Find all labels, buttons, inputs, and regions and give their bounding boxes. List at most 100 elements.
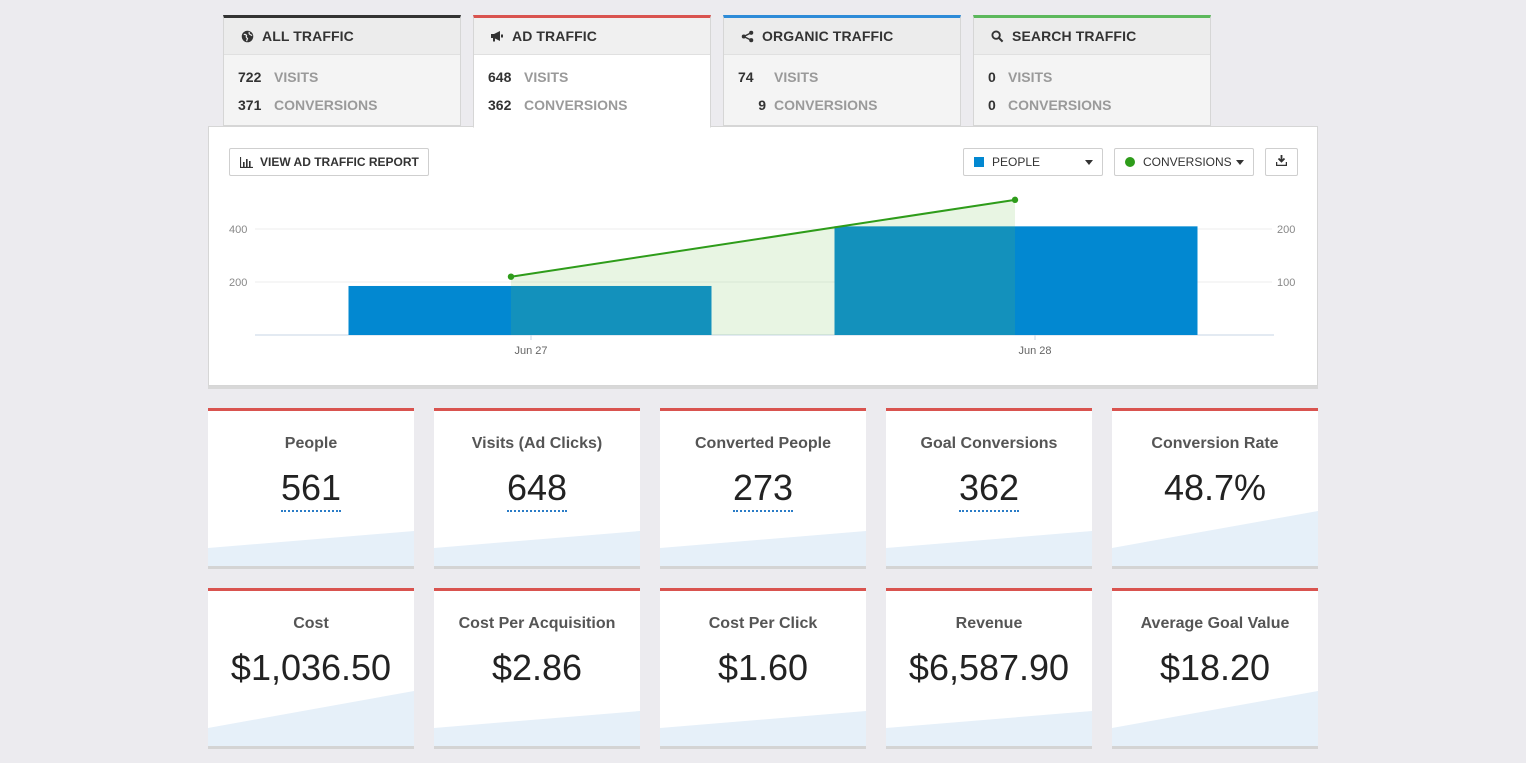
sparkline-area — [1112, 691, 1318, 746]
kpi-value: 648 — [434, 467, 640, 512]
report-button-label: VIEW AD TRAFFIC REPORT — [260, 155, 419, 169]
visits-count: 0 — [988, 69, 996, 85]
sparkline-area — [208, 691, 414, 746]
kpi-title: Conversion Rate — [1151, 435, 1279, 452]
bar-chart-icon — [240, 156, 253, 168]
share-icon — [738, 30, 756, 43]
download-icon — [1275, 155, 1288, 169]
conversions-metric-select[interactable]: CONVERSIONS — [1114, 148, 1254, 176]
megaphone-icon — [488, 30, 506, 42]
y-left-tick-label: 400 — [229, 224, 247, 236]
kpi-title: Cost Per Acquisition — [458, 615, 616, 632]
kpi-title: Converted People — [694, 435, 832, 452]
kpi-value: $6,587.90 — [886, 647, 1092, 689]
tab-ad-traffic[interactable]: AD TRAFFIC 648 VISITS 362 CONVERSIONS — [473, 15, 711, 128]
kpi-card[interactable]: Cost Per Acquisition $2.86 — [434, 588, 640, 746]
kpi-card[interactable]: Cost Per Click $1.60 — [660, 588, 866, 746]
conversions-label: CONVERSIONS — [1008, 97, 1112, 113]
kpi-title: Goal Conversions — [920, 435, 1058, 452]
kpi-card[interactable]: Cost $1,036.50 — [208, 588, 414, 746]
kpi-value-text: $1.60 — [717, 647, 809, 688]
people-bar — [348, 285, 712, 335]
chart-panel: VIEW AD TRAFFIC REPORT PEOPLE CONVERSION… — [208, 126, 1318, 386]
search-icon — [988, 29, 1006, 43]
kpi-card[interactable]: Conversion Rate 48.7% — [1112, 408, 1318, 566]
tab-label: ALL TRAFFIC — [262, 28, 354, 44]
visits-label: VISITS — [774, 69, 819, 85]
sparkline-area — [660, 531, 866, 566]
kpi-value-text[interactable]: 362 — [958, 467, 1020, 512]
chevron-down-icon — [1236, 160, 1244, 165]
visits-count: 74 — [738, 69, 754, 85]
tab-header: ORGANIC TRAFFIC — [724, 18, 960, 55]
people-metric-select[interactable]: PEOPLE — [963, 148, 1103, 176]
kpi-title: Average Goal Value — [1140, 615, 1290, 632]
conversions-label: CONVERSIONS — [774, 97, 878, 113]
kpi-value: $2.86 — [434, 647, 640, 689]
chevron-down-icon — [1085, 160, 1093, 165]
kpi-value: 561 — [208, 467, 414, 512]
kpi-card[interactable]: Goal Conversions 362 — [886, 408, 1092, 566]
sparkline-area — [1112, 511, 1318, 566]
kpi-value: 273 — [660, 467, 866, 512]
people-bar — [834, 226, 1198, 335]
kpi-value-text: $6,587.90 — [908, 647, 1070, 688]
tab-header: AD TRAFFIC — [474, 18, 710, 55]
visits-label: VISITS — [1008, 69, 1053, 85]
tab-header: SEARCH TRAFFIC — [974, 18, 1210, 55]
traffic-chart: 200 400 100 200 Jun 27 Jun 28 — [229, 196, 1295, 357]
kpi-card[interactable]: Average Goal Value $18.20 — [1112, 588, 1318, 746]
kpi-title: Visits (Ad Clicks) — [471, 435, 603, 452]
visits-count: 722 — [238, 69, 262, 85]
conversions-count: 9 — [758, 97, 766, 113]
kpi-title: People — [284, 435, 338, 452]
kpi-card[interactable]: People 561 — [208, 408, 414, 566]
conversions-line — [510, 198, 1016, 278]
tab-all-traffic[interactable]: ALL TRAFFIC 722 VISITS 371 CONVERSIONS — [223, 15, 461, 126]
conversions-select-label: CONVERSIONS — [1143, 155, 1232, 169]
y-right-tick-label: 200 — [1277, 224, 1295, 236]
download-button[interactable] — [1265, 148, 1298, 176]
tab-label: SEARCH TRAFFIC — [1012, 28, 1137, 44]
kpi-value-text: $18.20 — [1159, 647, 1271, 688]
kpi-value: 362 — [886, 467, 1092, 512]
kpi-card[interactable]: Revenue $6,587.90 — [886, 588, 1092, 746]
sparkline-area — [434, 531, 640, 566]
conversions-label: CONVERSIONS — [274, 97, 378, 113]
kpi-value-text: $1,036.50 — [230, 647, 392, 688]
x-tick-label: Jun 28 — [1018, 345, 1051, 357]
view-report-button[interactable]: VIEW AD TRAFFIC REPORT — [229, 148, 429, 176]
kpi-value-text[interactable]: 561 — [280, 467, 342, 512]
tab-header: ALL TRAFFIC — [224, 18, 460, 55]
globe-icon — [238, 30, 256, 43]
conversions-label: CONVERSIONS — [524, 97, 628, 113]
visits-label: VISITS — [524, 69, 569, 85]
kpi-value-text[interactable]: 273 — [732, 467, 794, 512]
sparkline-area — [886, 531, 1092, 566]
x-tick-label: Jun 27 — [514, 345, 547, 357]
kpi-value: $18.20 — [1112, 647, 1318, 689]
kpi-value: $1,036.50 — [208, 647, 414, 689]
visits-label: VISITS — [274, 69, 319, 85]
tab-organic-traffic[interactable]: ORGANIC TRAFFIC 74 VISITS 9 CONVERSIONS — [723, 15, 961, 126]
conversions-count: 371 — [238, 97, 262, 113]
sparkline-area — [208, 531, 414, 566]
sparkline-area — [886, 711, 1092, 746]
kpi-value: $1.60 — [660, 647, 866, 689]
kpi-title: Cost — [293, 615, 329, 632]
tab-search-traffic[interactable]: SEARCH TRAFFIC 0 VISITS 0 CONVERSIONS — [973, 15, 1211, 126]
kpi-value: 48.7% — [1112, 467, 1318, 509]
conversions-point — [507, 273, 515, 280]
sparkline-area — [660, 711, 866, 746]
kpi-card[interactable]: Visits (Ad Clicks) 648 — [434, 408, 640, 566]
kpi-card[interactable]: Converted People 273 — [660, 408, 866, 566]
kpi-title: Cost Per Click — [708, 615, 818, 632]
visits-count: 648 — [488, 69, 512, 85]
kpi-value-text[interactable]: 648 — [506, 467, 568, 512]
conversions-count: 0 — [988, 97, 996, 113]
kpi-title: Revenue — [955, 615, 1023, 632]
tab-label: AD TRAFFIC — [512, 28, 597, 44]
conversions-area — [511, 199, 1015, 335]
y-left-tick-label: 200 — [229, 277, 247, 289]
people-select-label: PEOPLE — [992, 155, 1041, 169]
